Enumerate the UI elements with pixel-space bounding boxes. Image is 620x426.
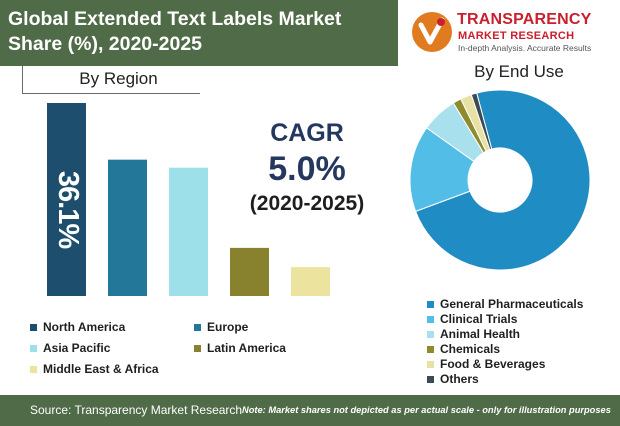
legend-swatch bbox=[427, 300, 434, 308]
legend-swatch bbox=[194, 344, 201, 352]
region-bar-chart: 36.1% bbox=[47, 103, 330, 296]
donut-slice-general-pharmaceuticals bbox=[415, 89, 591, 271]
logo-mark-icon bbox=[412, 12, 452, 52]
legend-label: Clinical Trials bbox=[440, 312, 518, 326]
legend-item: North America bbox=[30, 320, 125, 334]
cagr-period: (2020-2025) bbox=[249, 192, 365, 215]
legend-item: Others bbox=[427, 372, 479, 386]
legend-label: Middle East & Africa bbox=[43, 362, 159, 376]
footer-note: Note: Market shares not depicted as per … bbox=[242, 405, 611, 415]
legend-swatch bbox=[427, 360, 434, 368]
legend-label: General Pharmaceuticals bbox=[440, 297, 584, 311]
legend-swatch bbox=[427, 375, 434, 383]
legend-label: Europe bbox=[207, 320, 249, 334]
bar-middle-east-africa bbox=[291, 267, 330, 296]
logo-brand: TRANSPARENCY bbox=[457, 11, 592, 28]
legend-label: Food & Beverages bbox=[440, 357, 546, 371]
donut-slice-others bbox=[470, 92, 493, 151]
logo-tagline: In-depth Analysis. Accurate Results bbox=[458, 43, 592, 53]
bar-latin-america bbox=[230, 247, 269, 296]
legend-label: Latin America bbox=[207, 341, 286, 355]
legend-item: Middle East & Africa bbox=[30, 362, 159, 376]
legend-item: Chemicals bbox=[427, 342, 500, 356]
legend-swatch bbox=[427, 330, 434, 338]
donut-slice-clinical-trials bbox=[409, 127, 475, 213]
legend-label: Chemicals bbox=[440, 342, 501, 356]
legend-item: Europe bbox=[194, 320, 248, 334]
legend-item: Asia Pacific bbox=[30, 341, 110, 355]
page-title: Global Extended Text Labels Market Share… bbox=[8, 8, 342, 55]
legend-swatch bbox=[30, 365, 37, 373]
legend-item: Clinical Trials bbox=[427, 312, 517, 326]
title-band: Global Extended Text Labels Market Share… bbox=[0, 0, 398, 66]
legend-swatch bbox=[427, 345, 434, 353]
footer-source: Source: Transparency Market Research bbox=[30, 403, 243, 417]
legend-swatch bbox=[30, 344, 37, 352]
legend-item: Latin America bbox=[194, 341, 286, 355]
legend-swatch bbox=[194, 323, 201, 331]
bar-data-label: 36.1% bbox=[52, 171, 84, 249]
bar-asia-pacific bbox=[169, 167, 208, 296]
legend-label: Others bbox=[440, 372, 479, 386]
logo: TRANSPARENCY MARKET RESEARCH In-depth An… bbox=[410, 8, 615, 58]
legend-item: Food & Beverages bbox=[427, 357, 545, 371]
legend-label: Animal Health bbox=[440, 327, 521, 341]
logo-sub: MARKET RESEARCH bbox=[458, 30, 575, 42]
cagr-label: CAGR bbox=[270, 119, 344, 147]
legend-label: North America bbox=[43, 320, 126, 334]
end-use-donut-chart bbox=[409, 89, 591, 271]
footer: Source: Transparency Market Research Not… bbox=[0, 395, 620, 426]
header: Global Extended Text Labels Market Share… bbox=[0, 0, 620, 66]
bar-europe bbox=[108, 159, 147, 296]
bar-north-america bbox=[47, 103, 86, 296]
donut-chart-title: By End Use bbox=[474, 62, 564, 81]
legend-swatch bbox=[30, 323, 37, 331]
legend-label: Asia Pacific bbox=[43, 341, 111, 355]
bar-chart-title: By Region bbox=[22, 66, 200, 94]
legend-item: Animal Health bbox=[427, 327, 520, 341]
cagr-callout: CAGR 5.0% (2020-2025) bbox=[232, 118, 382, 218]
cagr-value: 5.0% bbox=[268, 150, 346, 188]
legend-swatch bbox=[427, 315, 434, 323]
legend-item: General Pharmaceuticals bbox=[427, 297, 583, 311]
